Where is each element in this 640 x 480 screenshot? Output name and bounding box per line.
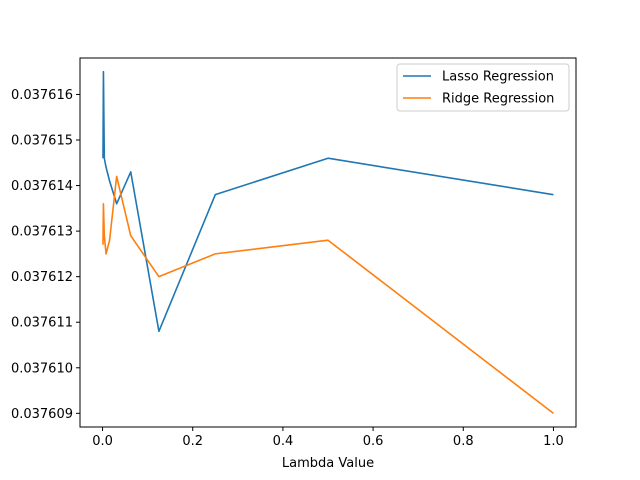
legend: Lasso Regression Ridge Regression	[396, 63, 570, 112]
y-tick-label: 0.037610	[11, 361, 73, 376]
series-lines	[102, 70, 554, 414]
legend-box	[396, 63, 570, 112]
y-tick-label: 0.037616	[11, 88, 73, 103]
x-axis: 0.0 0.2 0.4 0.6 0.8 1.0	[92, 427, 564, 449]
legend-label: Lasso Regression	[442, 70, 554, 85]
y-tick-label: 0.037613	[11, 225, 73, 240]
x-tick-label: 0.8	[453, 434, 474, 449]
y-tick-label: 0.037611	[11, 316, 73, 331]
y-tick-label: 0.037614	[11, 179, 73, 194]
series-line-lasso-regression	[102, 70, 554, 333]
x-tick-label: 0.4	[273, 434, 294, 449]
y-tick-label: 0.037609	[11, 407, 73, 422]
x-axis-label: Lambda Value	[282, 456, 374, 471]
y-axis: 0.037609 0.037610 0.037611 0.037612 0.037613…	[11, 88, 80, 422]
plot-area-frame	[79, 57, 577, 428]
x-tick-label: 0.2	[182, 434, 203, 449]
x-tick-label: 0.6	[363, 434, 384, 449]
x-tick-label: 0.0	[92, 434, 113, 449]
legend-label: Ridge Regression	[442, 92, 554, 107]
y-tick-label: 0.037615	[11, 134, 73, 149]
series-line-ridge-regression	[102, 175, 554, 414]
x-tick-label: 1.0	[543, 434, 564, 449]
y-tick-label: 0.037612	[11, 270, 73, 285]
